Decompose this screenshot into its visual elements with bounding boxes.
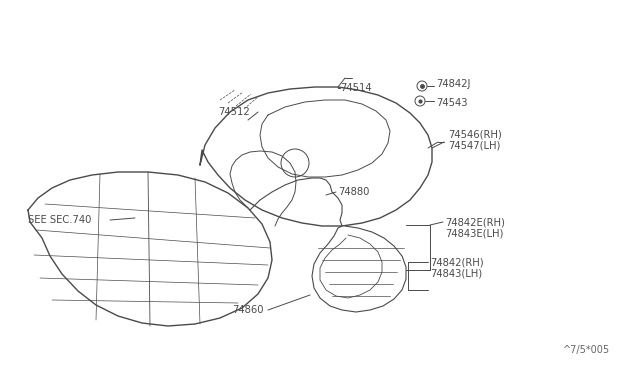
Text: ^7/5*005: ^7/5*005 [563,345,610,355]
Text: SEE SEC.740: SEE SEC.740 [28,215,92,225]
Text: 74512: 74512 [218,107,250,117]
Text: 74514: 74514 [340,83,372,93]
Text: 74842J: 74842J [436,79,470,89]
Text: 74880: 74880 [338,187,369,197]
Text: 74860: 74860 [232,305,264,315]
Text: 74842E(RH)
74843E(LH): 74842E(RH) 74843E(LH) [445,217,505,239]
Text: 74543: 74543 [436,98,467,108]
Text: 74842(RH)
74843(LH): 74842(RH) 74843(LH) [430,257,484,279]
Text: 74546(RH)
74547(LH): 74546(RH) 74547(LH) [448,129,502,151]
